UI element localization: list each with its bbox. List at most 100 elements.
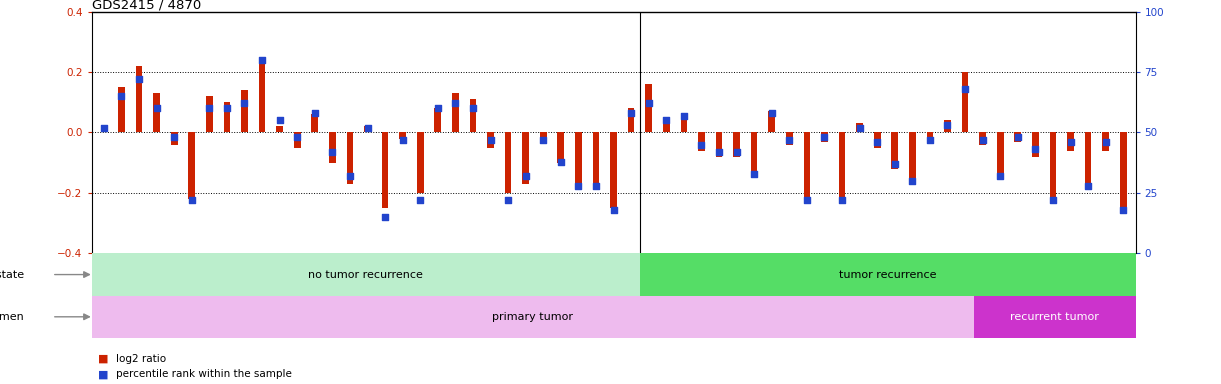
Point [921,137,940,143]
Point [902,178,922,184]
Point [305,110,325,116]
Point [779,137,799,143]
Point [621,110,641,116]
Text: primary tumor: primary tumor [492,312,573,322]
Bar [311,114,319,132]
Point [867,139,886,145]
Bar [786,132,792,145]
Bar [768,111,775,132]
Point [446,100,465,106]
Point [270,118,289,124]
Bar [154,93,160,132]
Bar [1015,132,1021,142]
Bar [523,132,529,184]
Point [674,113,694,119]
Point [481,137,501,143]
Bar [575,132,581,187]
Point [1114,207,1133,213]
Text: specimen: specimen [0,312,23,322]
Point [885,161,905,167]
Point [358,124,377,131]
Bar [839,132,845,199]
Point [657,118,676,124]
Text: percentile rank within the sample: percentile rank within the sample [116,369,292,379]
Point [253,57,272,63]
Bar [435,108,441,132]
Bar [347,132,353,184]
Bar [1084,132,1092,187]
Point [1096,139,1116,145]
Point [1078,183,1098,189]
Bar [206,96,212,132]
Text: ■: ■ [98,369,109,379]
Bar [996,132,1004,178]
Point [234,100,254,106]
Bar [751,132,757,178]
Bar [698,132,705,151]
Point [833,197,852,203]
Point [410,197,430,203]
Bar [1120,132,1127,211]
Bar [628,108,635,132]
Point [182,197,201,203]
Bar [136,66,143,132]
Bar [927,132,933,142]
Bar [487,132,493,147]
Point [375,214,394,220]
Bar [416,132,424,193]
Bar [364,126,371,132]
Bar [962,72,968,132]
Bar [646,84,652,132]
Point [199,105,219,111]
Text: recurrent tumor: recurrent tumor [1010,312,1099,322]
Bar [188,132,195,199]
Bar [241,90,248,132]
Point [762,110,781,116]
Bar [821,132,828,142]
Point [1043,197,1062,203]
Bar [328,132,336,163]
Point [1061,139,1081,145]
Text: disease state: disease state [0,270,23,280]
Bar [663,118,669,132]
Point [726,149,746,155]
Point [990,173,1010,179]
Bar [223,102,231,132]
Point [147,105,166,111]
Bar [1050,132,1056,199]
Point [850,124,869,131]
Bar [592,132,600,187]
Bar [640,253,1136,296]
Bar [399,132,407,139]
Bar [803,132,811,199]
Point [129,76,149,82]
Bar [276,126,283,132]
Point [1026,146,1045,152]
Bar [92,253,640,296]
Point [94,124,114,131]
Bar [680,114,687,132]
Point [955,86,974,92]
Point [973,137,993,143]
Point [534,137,553,143]
Point [745,170,764,177]
Text: GDS2415 / 4870: GDS2415 / 4870 [92,0,200,12]
Bar [716,132,723,157]
Point [429,105,448,111]
Bar [1032,132,1039,157]
Bar [944,121,951,132]
Bar [92,296,974,338]
Bar [610,132,617,208]
Point [516,173,536,179]
Point [287,134,306,141]
Point [322,149,342,155]
Bar [294,132,300,147]
Text: tumor recurrence: tumor recurrence [839,270,937,280]
Bar [1067,132,1073,151]
Bar [734,132,740,157]
Bar [470,99,476,132]
Bar [874,132,880,147]
Bar [908,132,916,184]
Bar [974,296,1136,338]
Bar [382,132,388,208]
